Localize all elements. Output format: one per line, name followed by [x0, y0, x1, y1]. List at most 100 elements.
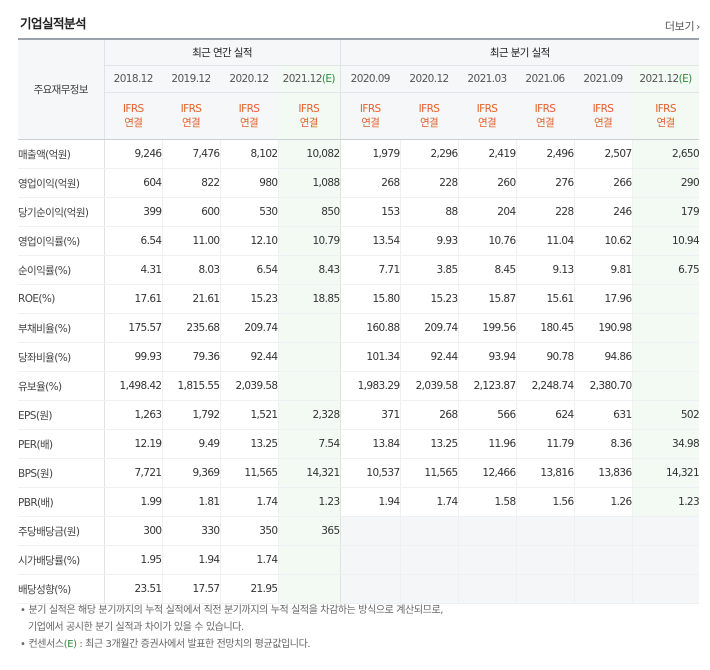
row-label: 매출액(억원) — [18, 139, 105, 169]
table-row: 유보율(%) 1,498.42 1,815.55 2,039.58 1,983.29 2,… — [18, 371, 700, 401]
table-cell: 13.84 — [340, 429, 400, 459]
table-cell: 1.99 — [104, 487, 162, 517]
table-row: PBR(배) 1.99 1.81 1.74 1.23 1.94 1.74 1.58 1.56 1.… — [18, 487, 700, 517]
row-label: BPS(원) — [18, 458, 105, 488]
period-header: 2020.12 — [400, 65, 459, 93]
table-cell — [515, 574, 575, 604]
table-cell: 9.93 — [399, 226, 458, 256]
table-cell: 260 — [457, 168, 516, 198]
row-label: PER(배) — [18, 429, 105, 459]
table-cell: 268 — [340, 168, 400, 198]
basis-scope: 연결 — [361, 117, 380, 129]
table-cell: 8,102 — [219, 139, 278, 169]
table-cell: 1,979 — [340, 139, 400, 169]
table-cell: 1,498.42 — [104, 371, 162, 401]
table-cell: 9,246 — [104, 139, 162, 169]
table-cell: 8.03 — [161, 255, 220, 285]
table-cell: 1.94 — [340, 487, 400, 517]
table-cell: 2,039.58 — [399, 371, 458, 401]
table-cell: 160.88 — [340, 313, 400, 343]
footnote-1-cont: 기업에서 공시한 분기 실적과 차이가 있을 수 있습니다. — [28, 622, 244, 633]
accounting-basis: IFRS 연결 — [162, 92, 220, 140]
table-cell: 566 — [457, 400, 516, 430]
table-cell: 1,521 — [219, 400, 278, 430]
table-cell — [457, 516, 517, 546]
period-header: 2021.12(E) — [632, 65, 700, 93]
table-cell: 10.62 — [573, 226, 632, 256]
table-cell — [573, 545, 633, 575]
table-cell — [573, 516, 633, 546]
table-cell — [631, 574, 700, 604]
table-cell: 3.85 — [399, 255, 458, 285]
table-cell: 204 — [457, 197, 516, 227]
table-row: 부채비율(%) 175.57 235.68 209.74 160.88 209.74 199… — [18, 313, 700, 343]
table-cell: 246 — [573, 197, 632, 227]
footnotes: • 분기 실적은 해당 분기까지의 누적 실적에서 직전 분기까지의 누적 실적을… — [20, 602, 443, 653]
table-cell: 21.61 — [161, 284, 220, 314]
table-cell: 290 — [631, 168, 700, 198]
accounting-basis: IFRS 연결 — [632, 92, 700, 140]
table-cell — [631, 371, 700, 401]
table-cell — [399, 545, 459, 575]
period-header: 2021.03 — [458, 65, 517, 93]
table-cell: 23.51 — [104, 574, 162, 604]
table-cell: 10.79 — [277, 226, 341, 256]
table-cell — [277, 342, 341, 372]
table-cell: 365 — [277, 516, 341, 546]
table-cell: 2,248.74 — [515, 371, 574, 401]
table-cell: 9.81 — [573, 255, 632, 285]
row-label: 시가배당률(%) — [18, 545, 105, 575]
row-label: ROE(%) — [18, 284, 105, 314]
row-label: 유보율(%) — [18, 371, 105, 401]
table-cell: 11,565 — [399, 458, 458, 488]
period-header: 2018.12 — [104, 65, 162, 93]
period-header: 2021.09 — [574, 65, 633, 93]
table-cell: 21.95 — [219, 574, 278, 604]
table-cell — [631, 516, 700, 546]
table-cell: 15.23 — [219, 284, 278, 314]
table-cell: 1.81 — [161, 487, 220, 517]
accounting-basis: IFRS 연결 — [458, 92, 517, 140]
table-cell: 11.79 — [515, 429, 574, 459]
accounting-basis: IFRS 연결 — [278, 92, 341, 140]
table-cell: 14,321 — [631, 458, 700, 488]
table-cell: 99.93 — [104, 342, 162, 372]
table-cell: 179 — [631, 197, 700, 227]
table-cell: 1.58 — [457, 487, 516, 517]
period-header: 2021.06 — [516, 65, 575, 93]
basis-scope: 연결 — [181, 117, 201, 129]
period-header: 2021.12(E) — [278, 65, 341, 93]
row-label: 부채비율(%) — [18, 313, 105, 343]
more-link[interactable]: 더보기 › — [665, 18, 700, 34]
table-cell: 980 — [219, 168, 278, 198]
table-cell: 1.74 — [219, 487, 278, 517]
table-cell — [340, 574, 401, 604]
table-cell: 631 — [573, 400, 632, 430]
table-cell: 15.80 — [340, 284, 400, 314]
table-cell: 13.25 — [219, 429, 278, 459]
period-header: 2020.09 — [340, 65, 401, 93]
table-cell: 9.49 — [161, 429, 220, 459]
footnote-2: • 컨센서스(E) : 최근 3개월간 증권사에서 발표한 전망치의 평균값입니다… — [20, 639, 311, 650]
table-cell: 7,476 — [161, 139, 220, 169]
table-cell: 8.43 — [277, 255, 341, 285]
table-cell: 850 — [277, 197, 341, 227]
table-cell: 15.61 — [515, 284, 574, 314]
accounting-basis: IFRS 연결 — [400, 92, 459, 140]
basis-scope: 연결 — [299, 117, 319, 129]
row-label: 순이익률(%) — [18, 255, 105, 285]
table-cell: 502 — [631, 400, 700, 430]
basis-standard: IFRS — [180, 103, 202, 115]
chevron-right-icon: › — [696, 22, 700, 33]
table-cell — [573, 574, 633, 604]
table-cell: 10,537 — [340, 458, 400, 488]
table-cell: 7,721 — [104, 458, 162, 488]
table-row: BPS(원) 7,721 9,369 11,565 14,321 10,537 11,565… — [18, 458, 700, 488]
table-cell: 94.86 — [573, 342, 632, 372]
table-cell: 2,496 — [515, 139, 574, 169]
table-cell: 822 — [161, 168, 220, 198]
period-header: 2019.12 — [162, 65, 220, 93]
table-cell: 34.98 — [631, 429, 700, 459]
table-cell — [340, 545, 401, 575]
basis-scope: 연결 — [656, 117, 676, 129]
